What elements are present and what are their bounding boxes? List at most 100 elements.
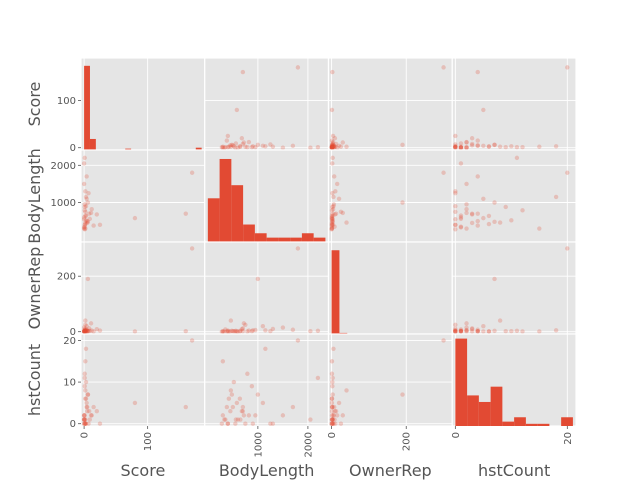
data-point [453,328,458,333]
data-point [330,417,335,422]
data-point [475,143,480,149]
data-point [83,194,89,200]
data-point [464,145,469,150]
panel-ownerrep-vs-hstcount [451,241,577,335]
data-point [240,326,246,331]
data-point [475,329,480,334]
x-axis-title: BodyLength [219,461,315,480]
data-point [331,144,336,149]
data-point [332,404,337,410]
histogram-bar [290,237,302,242]
data-point [280,325,286,330]
data-point [268,142,273,147]
data-point [453,209,458,215]
data-point [464,327,469,333]
data-point [86,326,92,331]
data-point [85,328,91,334]
data-point [91,404,96,410]
data-point [228,388,234,393]
data-point [453,328,458,334]
data-point [132,400,138,406]
data-point [83,396,88,401]
data-point [183,404,188,410]
histogram-bar [125,148,132,150]
data-point [263,144,268,149]
data-point [458,329,464,334]
data-point [82,329,87,334]
data-point [83,346,89,351]
histogram-bar [266,237,279,242]
x-tick-label: 2000 [303,432,314,457]
histogram-bar [207,198,220,242]
data-point [537,144,542,149]
x-axis-title: hstCount [478,461,550,480]
data-point [83,213,88,218]
data-point [249,384,255,389]
data-point [492,219,497,225]
data-point [332,212,338,217]
data-point [332,136,338,141]
data-point [329,400,335,406]
panel-hstcount-vs-score [80,333,206,427]
data-point [331,202,337,207]
data-point [233,328,239,334]
panel-bodylength-vs-ownerrep [327,149,453,243]
data-point [481,107,486,113]
data-point [225,145,231,150]
data-point [329,220,335,226]
data-point [469,329,475,334]
panel-background [451,57,577,151]
data-point [83,396,89,401]
panel-background [80,57,206,151]
data-point [330,204,335,210]
data-point [458,141,464,146]
data-point [330,144,335,149]
data-point [223,145,228,150]
data-point [82,224,87,229]
data-point [458,144,464,149]
data-point [263,328,268,333]
data-point [226,144,232,149]
data-point [329,417,335,422]
data-point [240,409,246,414]
data-point [469,141,475,147]
data-point [331,194,336,200]
data-point [441,65,446,70]
data-point [481,215,486,221]
data-point [332,174,337,179]
data-point [481,196,486,201]
data-point [453,144,458,149]
data-point [81,417,87,422]
data-point [464,140,469,145]
data-point [81,325,87,330]
data-point [260,143,266,149]
data-point [237,144,243,149]
data-point [469,136,475,141]
data-point [329,144,335,149]
data-point [89,207,94,212]
data-point [453,145,458,150]
panel-background [451,241,577,335]
data-point [336,196,342,201]
data-point [329,221,335,227]
data-point [331,144,336,149]
data-point [87,216,93,222]
data-point [458,216,464,222]
data-point [83,220,88,225]
data-point [565,246,570,251]
panel-hstcount-vs-bodylength [204,333,330,427]
data-point [249,328,255,334]
data-point [189,170,195,175]
data-point [239,136,245,141]
data-point [336,143,342,149]
panel-bodylength-vs-hstcount [451,149,577,243]
histogram-bar [313,237,326,242]
data-point [514,145,520,150]
data-point [332,224,337,229]
data-point [235,417,241,422]
data-point [255,142,261,148]
data-point [492,142,497,148]
panel-background [80,241,206,335]
data-point [225,328,231,333]
data-point [329,145,335,150]
